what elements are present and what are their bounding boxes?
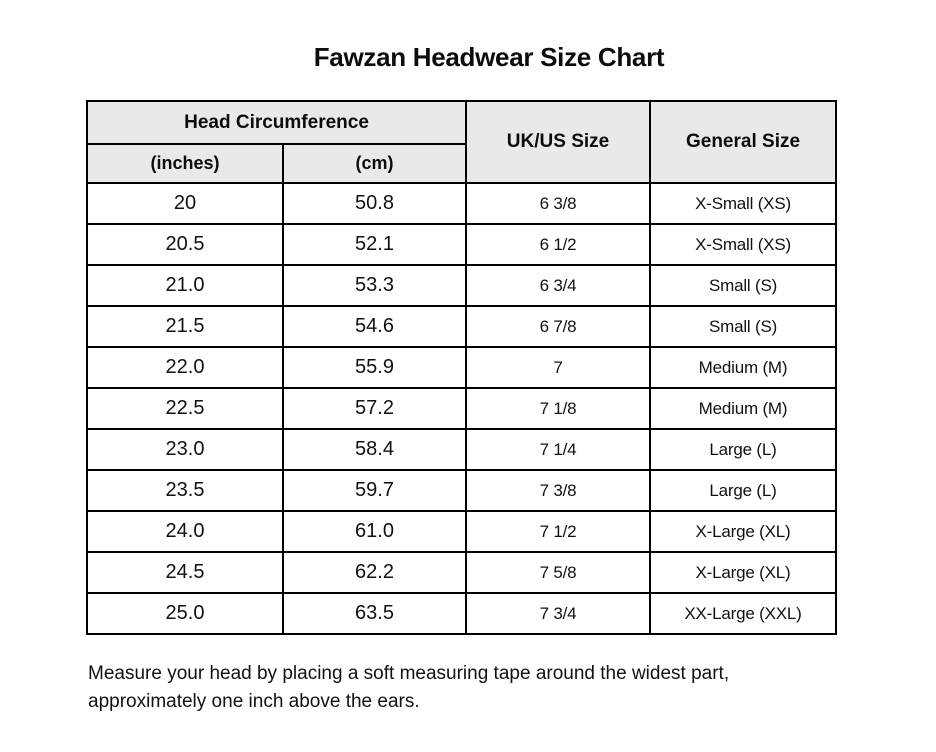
header-row-top: Head Circumference UK/US Size General Si… [85, 100, 838, 184]
cell-general-size: X-Small (XS) [649, 182, 838, 225]
cell-inches: 25.0 [86, 592, 284, 635]
cell-uk-us-size: 6 1/2 [465, 223, 652, 266]
table-row: 20 50.8 6 3/8 X-Small (XS) [86, 182, 838, 225]
cell-inches: 20.5 [86, 223, 284, 266]
cell-general-size: XX-Large (XXL) [649, 592, 838, 635]
cell-inches: 24.5 [86, 551, 284, 594]
cell-cm: 62.2 [281, 551, 468, 594]
cell-uk-us-size: 7 1/2 [465, 510, 652, 553]
table-row: 23.5 59.7 7 3/8 Large (L) [86, 469, 838, 512]
table-row: 20.5 52.1 6 1/2 X-Small (XS) [86, 223, 838, 266]
cell-cm: 58.4 [281, 428, 468, 471]
cell-inches: 20 [86, 182, 284, 225]
size-table-body: 20 50.8 6 3/8 X-Small (XS) 20.5 52.1 6 1/2 X-Sm… [86, 182, 838, 635]
cell-general-size: Large (L) [649, 469, 838, 512]
cell-uk-us-size: 6 3/4 [465, 264, 652, 307]
cell-uk-us-size: 7 5/8 [465, 551, 652, 594]
cell-inches: 23.0 [86, 428, 284, 471]
cell-inches: 21.5 [86, 305, 284, 348]
page-title: Fawzan Headwear Size Chart [313, 42, 665, 72]
cell-uk-us-size: 7 1/4 [465, 428, 652, 471]
table-row: 25.0 63.5 7 3/4 XX-Large (XXL) [86, 592, 838, 635]
header-uk-us-size: UK/US Size [465, 100, 652, 184]
cell-general-size: Small (S) [649, 305, 838, 348]
cell-uk-us-size: 7 [465, 346, 652, 389]
cell-uk-us-size: 6 3/8 [465, 182, 652, 225]
header-head-circumference: Head Circumference [85, 100, 468, 145]
cell-cm: 55.9 [281, 346, 468, 389]
cell-cm: 54.6 [281, 305, 468, 348]
measurement-instructions: Measure your head by placing a soft meas… [88, 663, 730, 712]
size-chart-table: Head Circumference UK/US Size General Si… [85, 100, 838, 635]
cell-general-size: Large (L) [649, 428, 838, 471]
cell-inches: 24.0 [86, 510, 284, 553]
table-row: 24.5 62.2 7 5/8 X-Large (XL) [86, 551, 838, 594]
cell-uk-us-size: 7 3/4 [465, 592, 652, 635]
cell-inches: 21.0 [86, 264, 284, 307]
cell-general-size: Medium (M) [649, 346, 838, 389]
table-row: 24.0 61.0 7 1/2 X-Large (XL) [86, 510, 838, 553]
cell-cm: 50.8 [281, 182, 468, 225]
cell-inches: 22.5 [86, 387, 284, 430]
table-row: 21.5 54.6 6 7/8 Small (S) [86, 305, 838, 348]
cell-inches: 22.0 [86, 346, 284, 389]
table-row: 22.0 55.9 7 Medium (M) [86, 346, 838, 389]
header-cm: (cm) [281, 143, 468, 184]
cell-uk-us-size: 7 3/8 [465, 469, 652, 512]
cell-general-size: X-Large (XL) [649, 510, 838, 553]
table-row: 22.5 57.2 7 1/8 Medium (M) [86, 387, 838, 430]
header-general-size: General Size [649, 100, 838, 184]
cell-cm: 52.1 [281, 223, 468, 266]
cell-general-size: Small (S) [649, 264, 838, 307]
table-row: 23.0 58.4 7 1/4 Large (L) [86, 428, 838, 471]
header-inches: (inches) [86, 143, 284, 184]
cell-cm: 53.3 [281, 264, 468, 307]
cell-cm: 57.2 [281, 387, 468, 430]
cell-uk-us-size: 6 7/8 [465, 305, 652, 348]
table-header: Head Circumference UK/US Size General Si… [85, 100, 838, 184]
cell-general-size: X-Small (XS) [649, 223, 838, 266]
cell-inches: 23.5 [86, 469, 284, 512]
cell-cm: 63.5 [281, 592, 468, 635]
header-row-sub: (inches) (cm) [86, 143, 836, 184]
cell-cm: 59.7 [281, 469, 468, 512]
cell-general-size: Medium (M) [649, 387, 838, 430]
cell-uk-us-size: 7 1/8 [465, 387, 652, 430]
cell-cm: 61.0 [281, 510, 468, 553]
cell-general-size: X-Large (XL) [649, 551, 838, 594]
table-row: 21.0 53.3 6 3/4 Small (S) [86, 264, 838, 307]
